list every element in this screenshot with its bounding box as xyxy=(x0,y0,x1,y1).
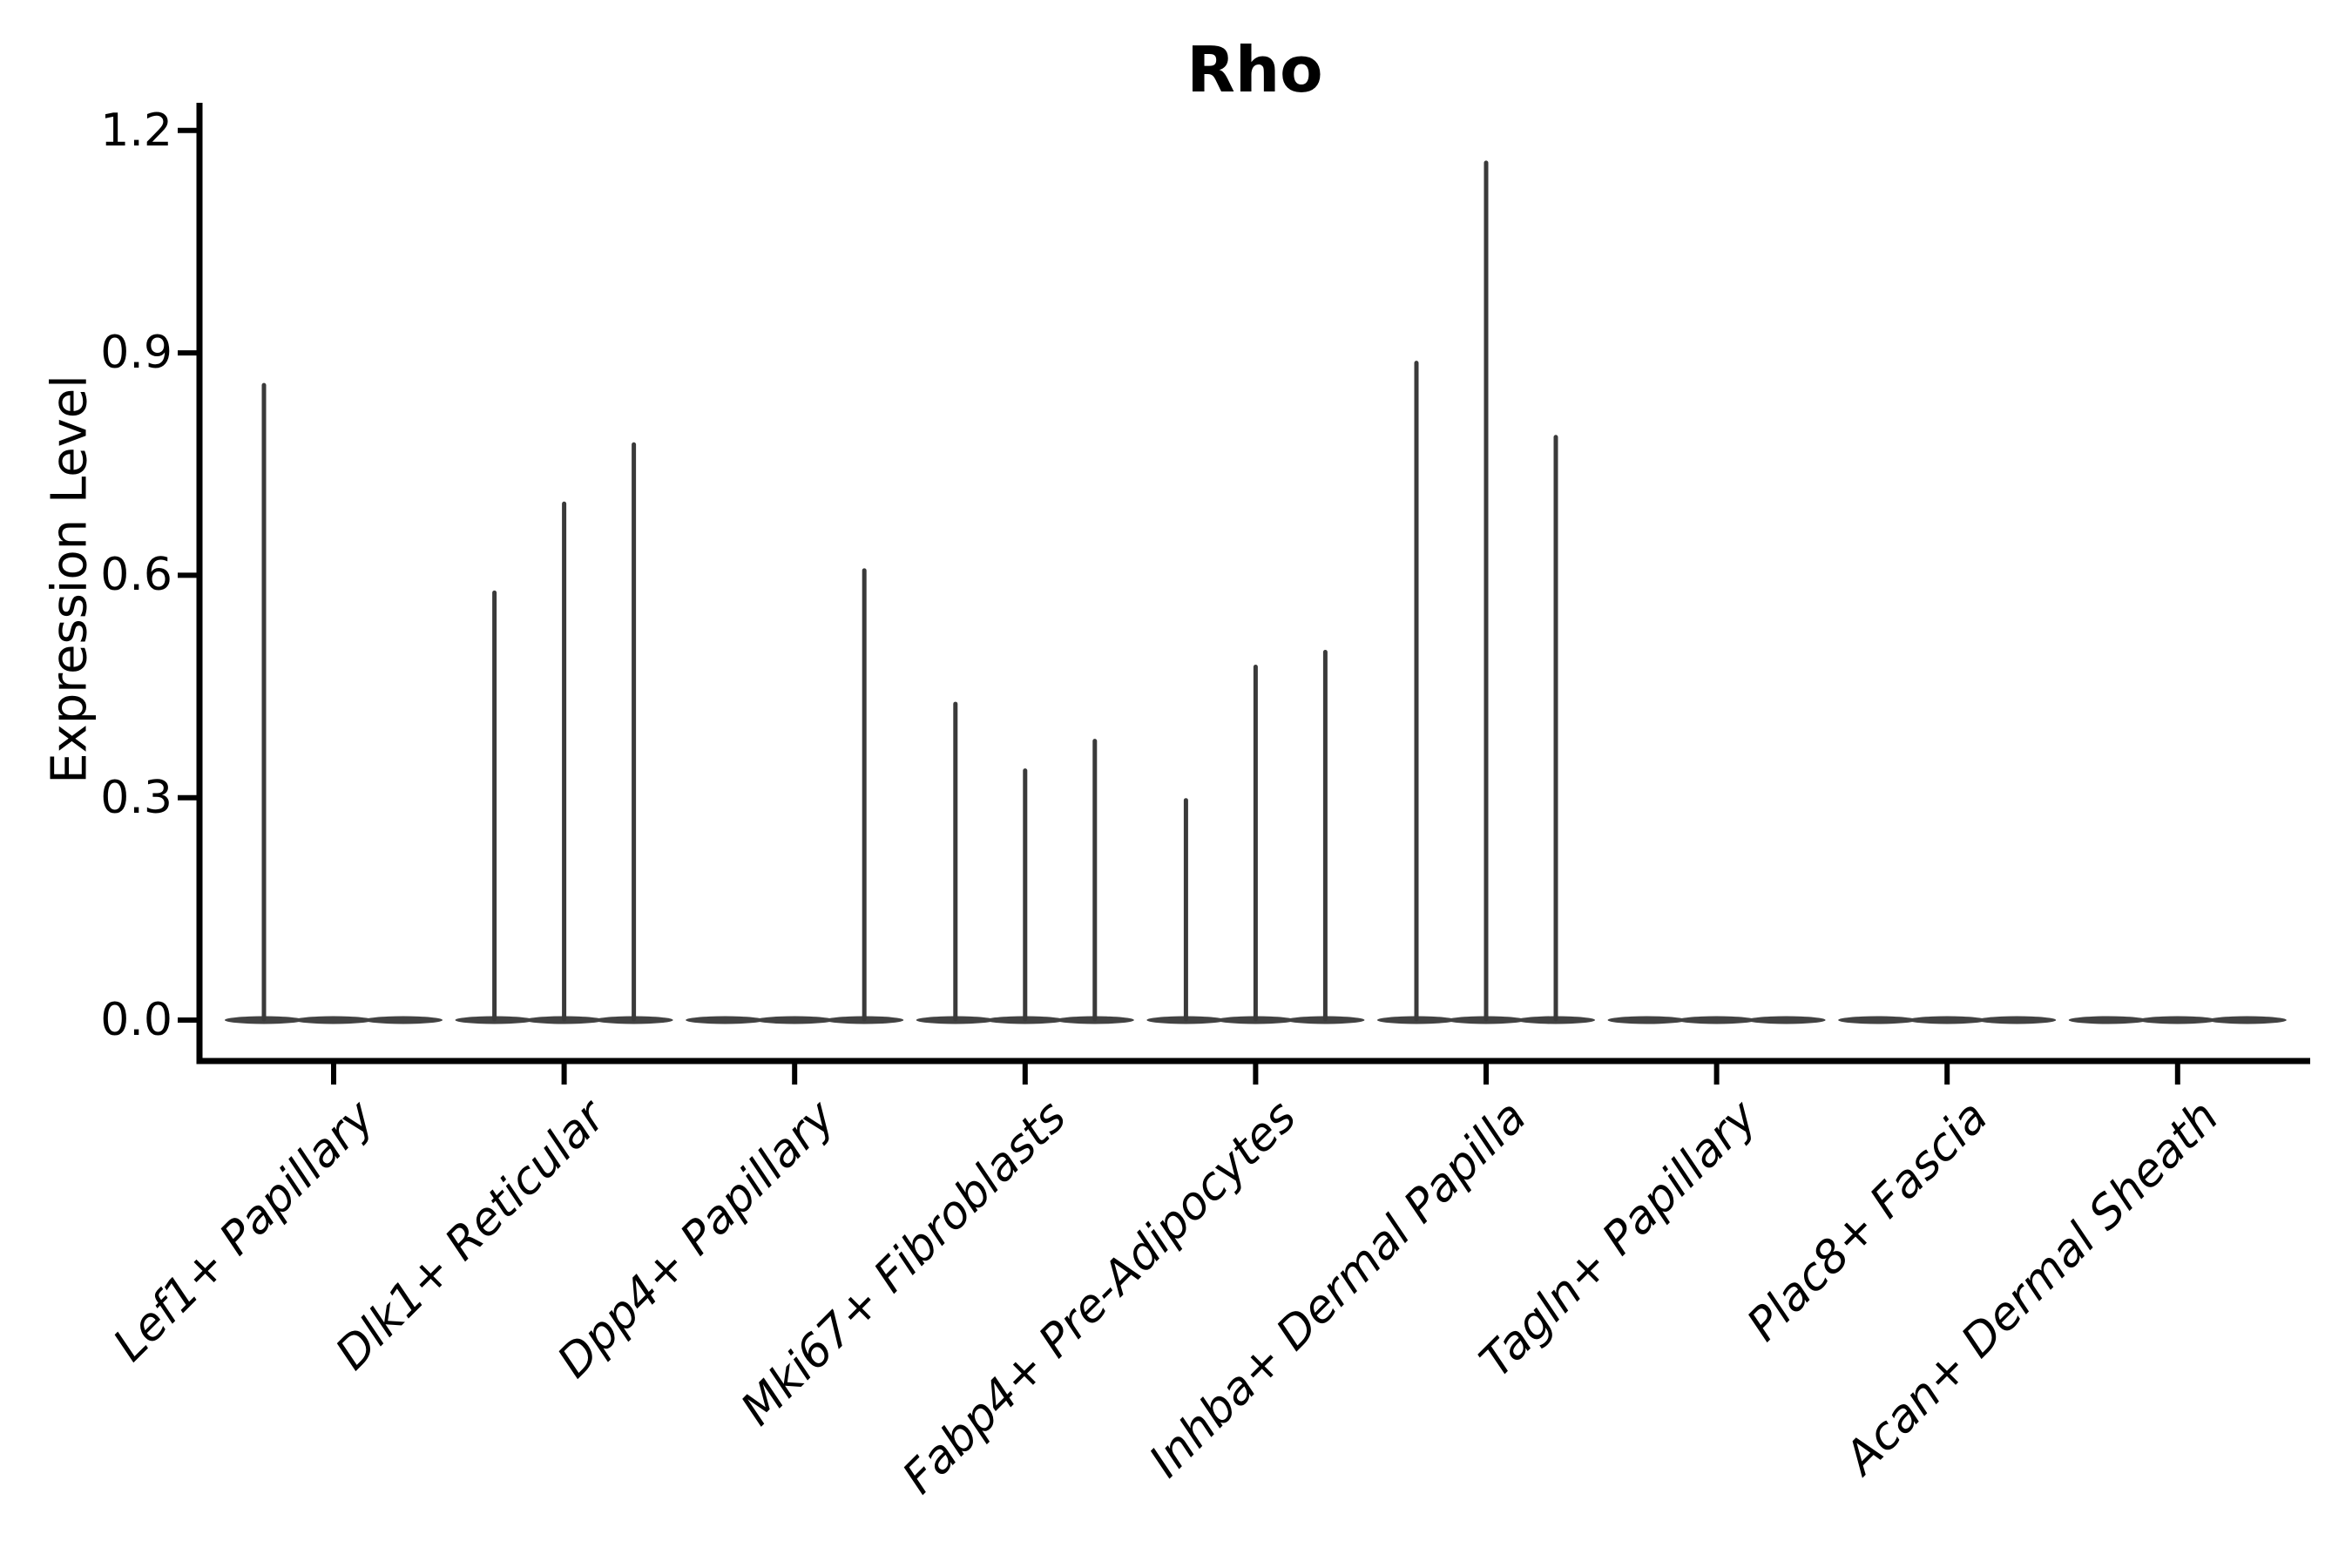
chart-title: Rho xyxy=(1186,33,1323,106)
violin-base xyxy=(1607,1016,1686,1024)
violin-base xyxy=(2207,1016,2287,1024)
violin-base xyxy=(2138,1016,2217,1024)
y-tick-label: 1.2 xyxy=(100,104,172,157)
y-tick-label: 0.9 xyxy=(100,327,172,380)
y-tick-label: 0.3 xyxy=(100,771,172,824)
violin-base xyxy=(755,1016,835,1024)
violin-base xyxy=(1677,1016,1756,1024)
violin-base xyxy=(1747,1016,1826,1024)
violin-base xyxy=(364,1016,443,1024)
violin-base xyxy=(294,1016,373,1024)
violin-base xyxy=(1838,1016,1917,1024)
y-tick-label: 0.0 xyxy=(100,994,172,1046)
violin-base xyxy=(1908,1016,1987,1024)
violin-base xyxy=(686,1016,765,1024)
y-tick-label: 0.6 xyxy=(100,549,172,602)
violin-base xyxy=(1977,1016,2057,1024)
violin-base xyxy=(2068,1016,2147,1024)
